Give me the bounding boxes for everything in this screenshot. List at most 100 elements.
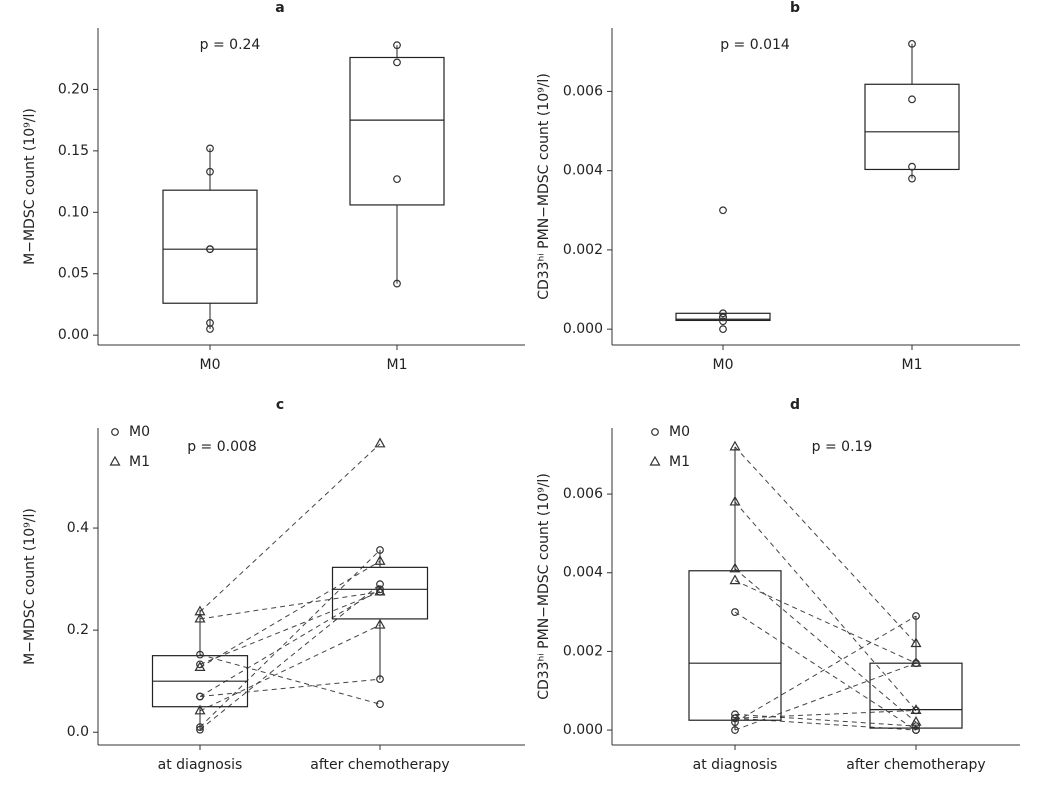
- y-tick-label: 0.000: [563, 321, 603, 337]
- box: [349, 56, 445, 206]
- point: [719, 206, 727, 215]
- y-axis-label: CD33ʰⁱ PMN−MDSC count (10⁹/l): [536, 473, 552, 700]
- point: [910, 715, 922, 726]
- point: [374, 618, 386, 629]
- point: [908, 39, 916, 48]
- y-tick-label: 0.002: [563, 643, 603, 659]
- point: [374, 555, 386, 565]
- point: [393, 279, 401, 288]
- point: [206, 318, 214, 327]
- panel-title: d: [790, 397, 800, 413]
- p-value: p = 0.008: [187, 439, 257, 455]
- point: [194, 704, 206, 715]
- y-tick-label: 0.20: [58, 81, 89, 97]
- y-tick-label: 0.4: [67, 520, 89, 536]
- point: [393, 41, 401, 50]
- point: [731, 726, 739, 734]
- x-tick-label: at diagnosis: [158, 757, 243, 773]
- paired-line: [199, 583, 381, 731]
- point: [719, 309, 727, 318]
- x-tick-label: M0: [713, 357, 734, 373]
- paired-line: [199, 560, 381, 668]
- point: [729, 574, 741, 585]
- point: [196, 692, 204, 701]
- y-tick-label: 0.05: [58, 266, 89, 282]
- y-tick-label: 0.004: [563, 565, 603, 581]
- point: [729, 440, 741, 451]
- x-tick-label: M1: [902, 357, 923, 373]
- legend-label: M0: [669, 424, 690, 440]
- point: [376, 675, 384, 684]
- point: [731, 714, 739, 723]
- point: [196, 725, 204, 734]
- point: [196, 650, 204, 659]
- box: [864, 83, 960, 171]
- point: [393, 58, 401, 67]
- legend-label: M1: [669, 454, 690, 470]
- paired-line: [199, 443, 381, 613]
- paired-line: [734, 615, 917, 723]
- y-tick-label: 0.002: [563, 242, 603, 258]
- paired-line: [199, 654, 381, 705]
- point: [719, 325, 727, 334]
- paired-line: [734, 568, 917, 723]
- x-tick-label: M1: [387, 357, 408, 373]
- y-tick-label: 0.000: [563, 722, 603, 738]
- y-axis-label: M−MDSC count (10⁹/l): [22, 108, 38, 265]
- paired-line: [199, 588, 381, 697]
- x-tick-label: M0: [200, 357, 221, 373]
- y-tick-label: 0.00: [58, 327, 89, 343]
- paired-line: [734, 713, 917, 727]
- paired-line: [199, 591, 381, 620]
- point: [729, 562, 741, 573]
- point: [910, 656, 922, 667]
- point: [376, 546, 384, 554]
- y-tick-label: 0.15: [58, 143, 89, 159]
- paired-line: [199, 624, 381, 712]
- point: [731, 718, 739, 727]
- box: [869, 662, 963, 729]
- paired-line: [199, 591, 381, 665]
- point: [206, 245, 214, 254]
- point: [731, 608, 739, 616]
- point: [206, 144, 214, 153]
- panel-title: a: [275, 0, 284, 16]
- y-tick-label: 0.10: [58, 204, 89, 220]
- point: [910, 637, 922, 648]
- p-value: p = 0.014: [720, 37, 790, 53]
- y-axis-label: M−MDSC count (10⁹/l): [22, 508, 38, 665]
- y-axis-label: CD33ʰⁱ PMN−MDSC count (10⁹/l): [536, 73, 552, 300]
- point: [196, 723, 204, 732]
- panel-title: c: [276, 397, 284, 413]
- box: [162, 189, 258, 304]
- y-tick-label: 0.006: [563, 83, 603, 99]
- paired-line: [734, 709, 917, 719]
- paired-line: [734, 580, 917, 664]
- legend-marker: [109, 455, 121, 466]
- point: [194, 605, 206, 616]
- point: [376, 700, 384, 709]
- point: [908, 162, 916, 171]
- point: [719, 313, 727, 322]
- legend-marker: [111, 428, 119, 436]
- point: [393, 175, 401, 184]
- point: [912, 726, 920, 734]
- paired-line: [734, 446, 917, 644]
- legend-marker: [651, 428, 659, 436]
- point: [908, 95, 916, 104]
- point: [374, 437, 386, 448]
- point: [729, 495, 741, 506]
- paired-line: [734, 501, 917, 711]
- box: [688, 570, 782, 721]
- point: [912, 612, 920, 620]
- point: [731, 710, 739, 719]
- point: [196, 660, 204, 669]
- legend-label: M0: [129, 424, 150, 440]
- point: [374, 585, 386, 596]
- point: [912, 722, 920, 731]
- x-tick-label: after chemotherapy: [310, 757, 449, 773]
- paired-line: [199, 678, 381, 698]
- y-tick-label: 0.0: [67, 724, 89, 740]
- legend-label: M1: [129, 454, 150, 470]
- p-value: p = 0.19: [812, 439, 873, 455]
